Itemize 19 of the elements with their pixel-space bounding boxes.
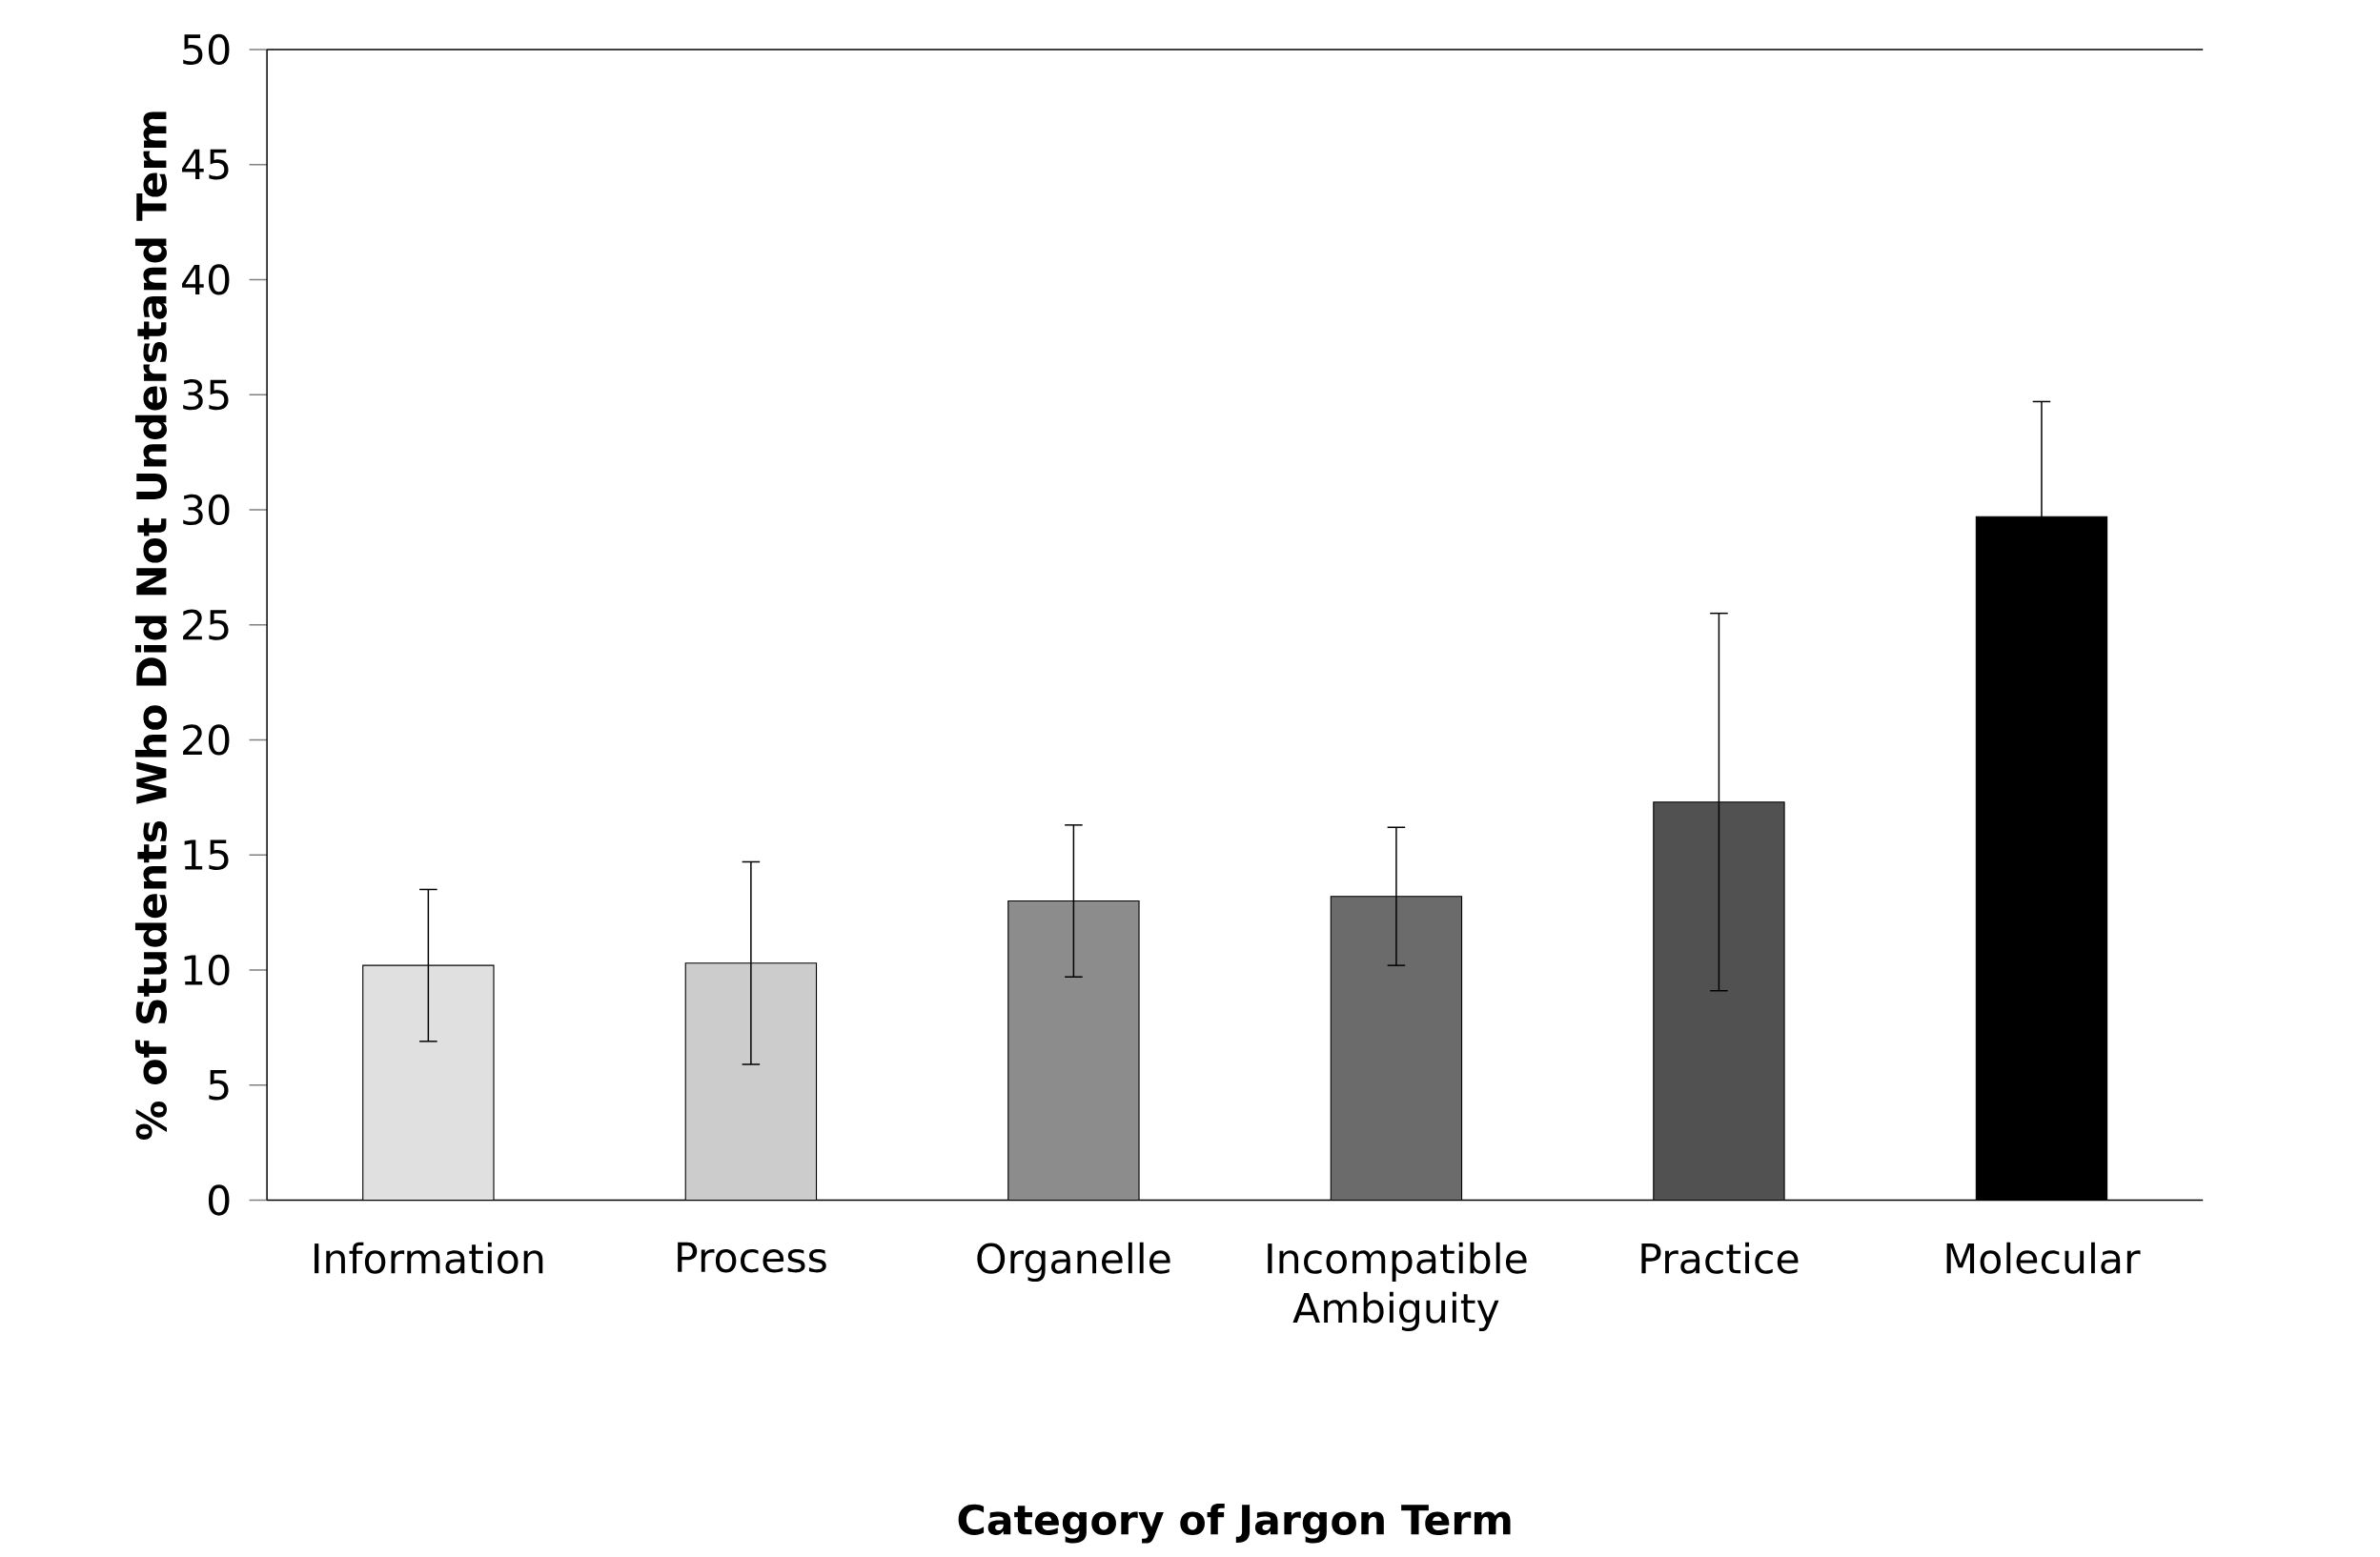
- y-tick-label: 25: [183, 609, 229, 640]
- y-tick-label: 20: [183, 724, 230, 756]
- x-tick-label: Process: [678, 1242, 826, 1273]
- y-tick-label: 10: [184, 954, 230, 986]
- y-tick-label: 0: [208, 1184, 230, 1216]
- y-tick-label: 45: [182, 149, 229, 180]
- x-tick-label: Organelle: [977, 1242, 1170, 1283]
- y-tick-label: 40: [182, 264, 230, 295]
- x-tick-label: Molecular: [1946, 1242, 2141, 1274]
- y-tick-label: 30: [183, 494, 230, 526]
- x-tick-label: Information: [315, 1242, 543, 1274]
- y-axis-title: % of Students Who Did Not Understand Term: [134, 111, 167, 1141]
- y-tick-label: 35: [183, 379, 229, 411]
- y-tick-label: 50: [183, 33, 230, 66]
- x-tick-label: Practice: [1641, 1242, 1799, 1274]
- x-axis-title: Category of Jargon Term: [958, 1504, 1511, 1544]
- y-tick-label: 15: [184, 839, 229, 871]
- y-tick-label: 5: [209, 1070, 229, 1101]
- x-tick-label: Incompatible Ambiguity: [1268, 1242, 1527, 1332]
